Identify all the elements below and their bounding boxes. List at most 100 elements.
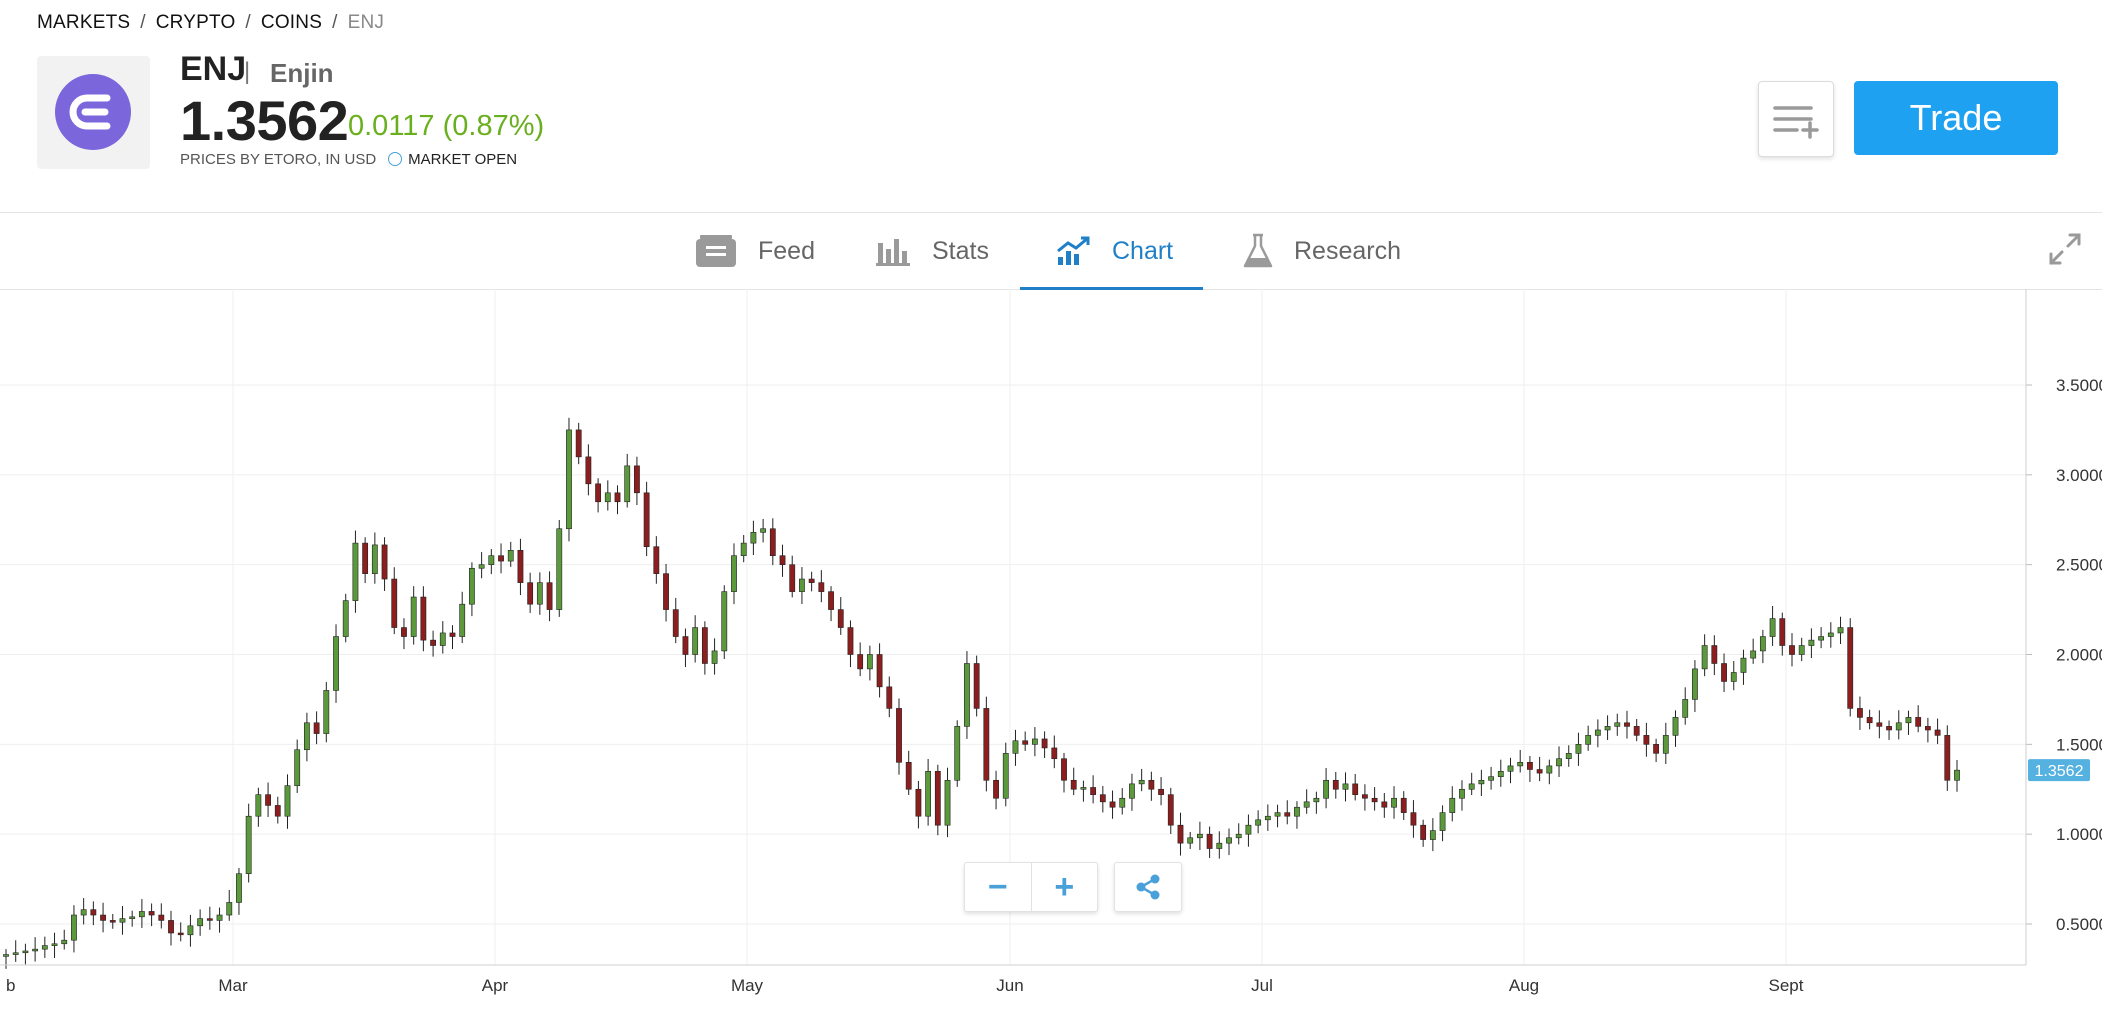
candle-body — [1410, 812, 1417, 826]
asset-price: 1.3562 — [180, 89, 349, 152]
candle-body — [1109, 801, 1116, 808]
candle-body — [1323, 779, 1329, 799]
candle-body — [119, 918, 126, 923]
candle-body — [1381, 801, 1388, 808]
candle-body — [1148, 779, 1155, 790]
current-price-badge — [2028, 759, 2090, 782]
breadcrumb-crypto[interactable]: CRYPTO — [155, 12, 236, 33]
candle-body — [1216, 842, 1223, 849]
chart-icon — [1056, 235, 1092, 267]
candle-body — [711, 650, 718, 664]
candle-body — [624, 465, 631, 503]
candle-body — [973, 663, 980, 709]
candle-body — [1342, 783, 1349, 790]
zoom-in-button[interactable]: + — [1054, 867, 1075, 906]
candle-body — [1420, 824, 1427, 840]
flask-icon — [1242, 232, 1274, 270]
candle-body — [614, 492, 621, 503]
breadcrumb-coins[interactable]: COINS — [260, 12, 323, 33]
candle-body — [1905, 717, 1912, 724]
y-tick-label: 3.5000 — [2056, 376, 2102, 395]
candle-body — [1468, 783, 1475, 790]
candle-body — [1653, 744, 1659, 754]
candle-body — [1759, 636, 1766, 652]
add-to-watchlist-button[interactable] — [1758, 81, 1834, 157]
candle-body — [653, 546, 660, 574]
candle-body — [158, 914, 165, 921]
candle-body — [1264, 815, 1271, 821]
candle-body — [1497, 770, 1504, 777]
candle-body — [1138, 779, 1145, 785]
tab-feed[interactable]: Feed — [694, 213, 815, 289]
candle-body — [1255, 819, 1262, 826]
tab-stats[interactable]: Stats — [876, 213, 989, 289]
candle-body — [672, 609, 679, 637]
candle-body — [313, 722, 320, 734]
candle-body — [1750, 650, 1757, 659]
candle-body — [1400, 797, 1407, 813]
candle-body — [206, 918, 213, 921]
candle-body — [1449, 797, 1456, 813]
candle-body — [954, 726, 961, 781]
candle-body — [905, 762, 912, 790]
price-chart[interactable]: 0.5000 1.0000 1.5000 2.0000 2.5000 3.0000 3.50… — [0, 289, 2102, 1010]
candle-body — [3, 954, 9, 957]
candle-body — [1798, 645, 1805, 655]
market-status: MARKET OPEN — [408, 151, 518, 168]
candle-body — [915, 788, 922, 817]
candle-body — [1954, 769, 1960, 781]
candle-body — [964, 663, 970, 727]
candle-body — [799, 578, 805, 592]
candle-body — [478, 564, 485, 569]
candle-body — [51, 943, 58, 946]
candle-body — [1614, 722, 1621, 727]
candle-body — [410, 596, 417, 637]
candle-body — [236, 873, 242, 903]
candle-body — [575, 429, 582, 458]
candle-body — [721, 591, 728, 652]
candle-body — [61, 939, 68, 945]
candle-body — [323, 690, 330, 734]
candle-body — [304, 722, 310, 751]
candle-body — [401, 627, 407, 637]
candle-body — [100, 914, 106, 921]
zoom-controls: − + — [964, 862, 1098, 912]
breadcrumb-markets[interactable]: MARKETS — [37, 12, 131, 33]
candle-body — [1196, 833, 1203, 839]
candle-body — [876, 654, 883, 688]
expand-button[interactable] — [2046, 230, 2084, 273]
y-tick-label: 1.5000 — [2056, 735, 2102, 754]
current-price-label: 1.3562 — [2035, 763, 2084, 780]
candle-body — [109, 920, 116, 923]
candle-body — [129, 916, 136, 919]
candle-body — [1129, 783, 1135, 799]
candle-body — [556, 528, 563, 610]
candle-body — [1352, 783, 1359, 795]
candle-body — [1536, 769, 1543, 774]
candle-body — [430, 639, 436, 646]
candle-body — [1167, 794, 1174, 826]
candle-body — [1711, 645, 1718, 664]
tab-feed-label: Feed — [758, 236, 815, 265]
candle-body — [886, 686, 893, 709]
candle-body — [692, 627, 699, 655]
candle-body — [1517, 762, 1524, 767]
share-button[interactable] — [1114, 862, 1182, 912]
candle-body — [1915, 717, 1922, 727]
tab-research[interactable]: Research — [1242, 213, 1401, 289]
candle-body — [847, 627, 854, 655]
candle-body — [274, 805, 281, 817]
candle-body — [983, 708, 990, 781]
candle-body — [944, 779, 951, 826]
candle-body — [517, 549, 524, 583]
feed-icon — [694, 233, 738, 269]
candle-body — [1187, 837, 1194, 844]
candle-body — [1080, 787, 1087, 790]
candle-body — [1303, 801, 1310, 808]
tab-chart[interactable]: Chart — [1020, 213, 1204, 290]
candle-body — [866, 654, 873, 670]
zoom-out-button[interactable]: − — [965, 863, 1032, 911]
candle-body — [585, 456, 592, 485]
trade-button[interactable]: Trade — [1854, 81, 2058, 155]
candle-body — [818, 582, 825, 592]
